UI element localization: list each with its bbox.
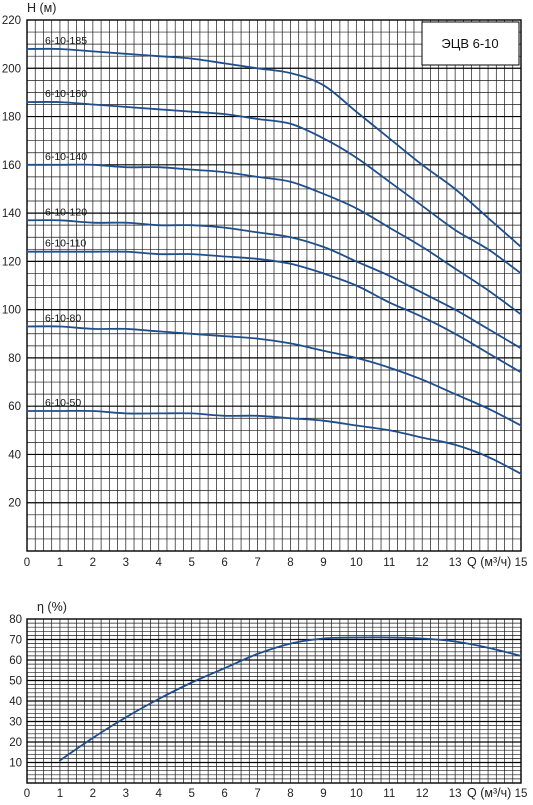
x-tick-label: 15: [515, 557, 528, 569]
y-tick-label: 20: [8, 498, 21, 510]
x-tick-label: 2: [90, 557, 96, 569]
x-tick-label: 6: [221, 557, 227, 569]
y-tick-label: 10: [9, 758, 22, 770]
curve-6-10-80: [26, 325, 522, 427]
x-tick-label: 0: [24, 557, 30, 569]
x-axis-label: Q (м³/ч): [467, 555, 511, 569]
x-tick-label: 1: [57, 788, 63, 800]
efficiency-curve: [59, 636, 522, 762]
curve-label-6-10-160: 6-10-160: [45, 88, 87, 100]
y-tick-label: 200: [2, 63, 21, 75]
x-tick-label: 7: [254, 557, 260, 569]
curve-label-6-10-140: 6-10-140: [45, 151, 87, 163]
curve-6-10-50: [26, 409, 522, 475]
x-tick-label: 11: [383, 788, 395, 800]
y-axis-label: η (%): [37, 600, 67, 614]
x-tick-label: 1: [57, 557, 63, 569]
x-tick-label: 7: [254, 788, 260, 800]
y-tick-label: 180: [2, 112, 21, 124]
x-tick-label: 5: [188, 788, 194, 800]
x-tick-label: 4: [156, 788, 163, 800]
y-tick-label: 60: [8, 401, 21, 413]
y-tick-label: 30: [9, 717, 22, 729]
curve-label-6-10-120: 6-10-120: [45, 206, 87, 218]
y-tick-label: 220: [2, 15, 21, 27]
y-axis-label: H (м): [27, 1, 56, 15]
y-tick-label: 160: [2, 160, 21, 172]
y-tick-label: 20: [9, 737, 22, 749]
x-tick-label: 12: [416, 557, 429, 569]
plot-frame: [26, 19, 522, 552]
x-tick-label: 9: [320, 557, 326, 569]
y-tick-label: 40: [8, 449, 21, 461]
curve-6-10-120: [26, 219, 522, 350]
x-tick-label: 8: [287, 557, 293, 569]
chart-title: ЭЦВ 6-10: [441, 36, 498, 51]
x-tick-label: 12: [416, 788, 429, 800]
plot-frame: [26, 618, 522, 784]
x-tick-label: 10: [350, 557, 363, 569]
x-tick-label: 11: [383, 557, 395, 569]
curve-label-6-10-110: 6-10-110: [45, 238, 86, 250]
x-tick-label: 5: [188, 557, 194, 569]
x-tick-label: 15: [515, 788, 528, 800]
y-tick-label: 100: [2, 305, 21, 317]
curve-6-10-185: [26, 47, 522, 248]
y-tick-label: 140: [2, 208, 21, 220]
y-tick-label: 50: [9, 676, 22, 688]
x-tick-label: 3: [123, 788, 129, 800]
y-tick-label: 40: [9, 696, 22, 708]
x-tick-label: 13: [449, 557, 462, 569]
title-box: [421, 21, 520, 66]
x-tick-label: 9: [320, 788, 326, 800]
x-tick-label: 0: [24, 788, 30, 800]
curve-label-6-10-50: 6-10-50: [45, 397, 81, 409]
curve-label-6-10-80: 6-10-80: [45, 313, 81, 325]
curve-6-10-160: [26, 101, 522, 275]
x-tick-label: 2: [90, 788, 96, 800]
x-axis-label: Q (м³/ч): [467, 786, 511, 800]
y-tick-label: 120: [2, 256, 21, 268]
y-tick-label: 60: [9, 655, 22, 667]
x-tick-label: 4: [156, 557, 163, 569]
x-tick-label: 10: [350, 788, 363, 800]
x-tick-label: 6: [221, 788, 227, 800]
x-tick-label: 8: [287, 788, 293, 800]
y-tick-label: 70: [9, 635, 22, 647]
x-tick-label: 3: [123, 557, 129, 569]
y-tick-label: 80: [8, 353, 21, 365]
curve-6-10-140: [26, 163, 522, 316]
curve-label-6-10-185: 6-10-185: [45, 35, 87, 47]
x-tick-label: 13: [449, 788, 462, 800]
curve-6-10-110: [26, 250, 522, 374]
y-tick-label: 80: [9, 614, 22, 626]
